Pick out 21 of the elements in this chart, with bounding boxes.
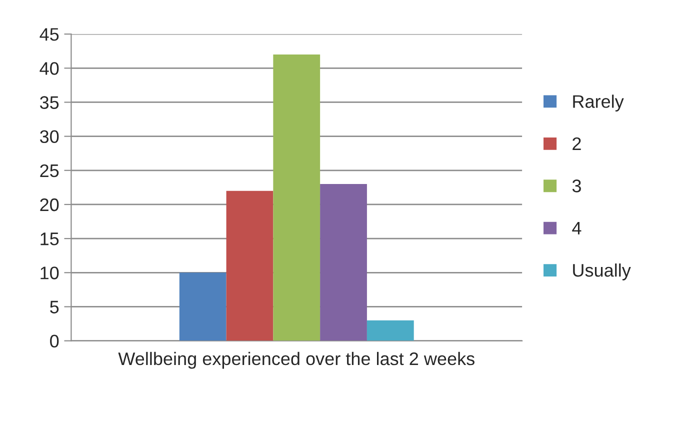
y-tick-label: 35 <box>40 96 59 109</box>
bar <box>273 54 320 341</box>
legend-label: Usually <box>573 263 631 280</box>
y-tick-label: 15 <box>40 232 59 246</box>
y-tick-label: 25 <box>40 164 59 178</box>
legend-label: Rarely <box>573 94 624 112</box>
bar <box>179 272 226 341</box>
x-tick-label: Wellbeing experienced over the last 2 weeks <box>118 352 474 369</box>
y-tick-label: 20 <box>40 198 59 212</box>
bar <box>366 320 414 341</box>
legend-label: 3 <box>572 180 581 192</box>
y-tick-label: 5 <box>50 300 59 314</box>
legend-label: 2 <box>572 137 581 150</box>
legend-label: 4 <box>572 222 582 234</box>
y-tick-label: 40 <box>40 62 59 75</box>
y-tick-label: 10 <box>40 266 59 280</box>
y-tick-label: 0 <box>50 334 59 348</box>
y-tick-label: 45 <box>40 28 59 41</box>
bar <box>320 184 367 341</box>
y-tick-label: 30 <box>40 130 59 144</box>
bar <box>226 190 274 341</box>
